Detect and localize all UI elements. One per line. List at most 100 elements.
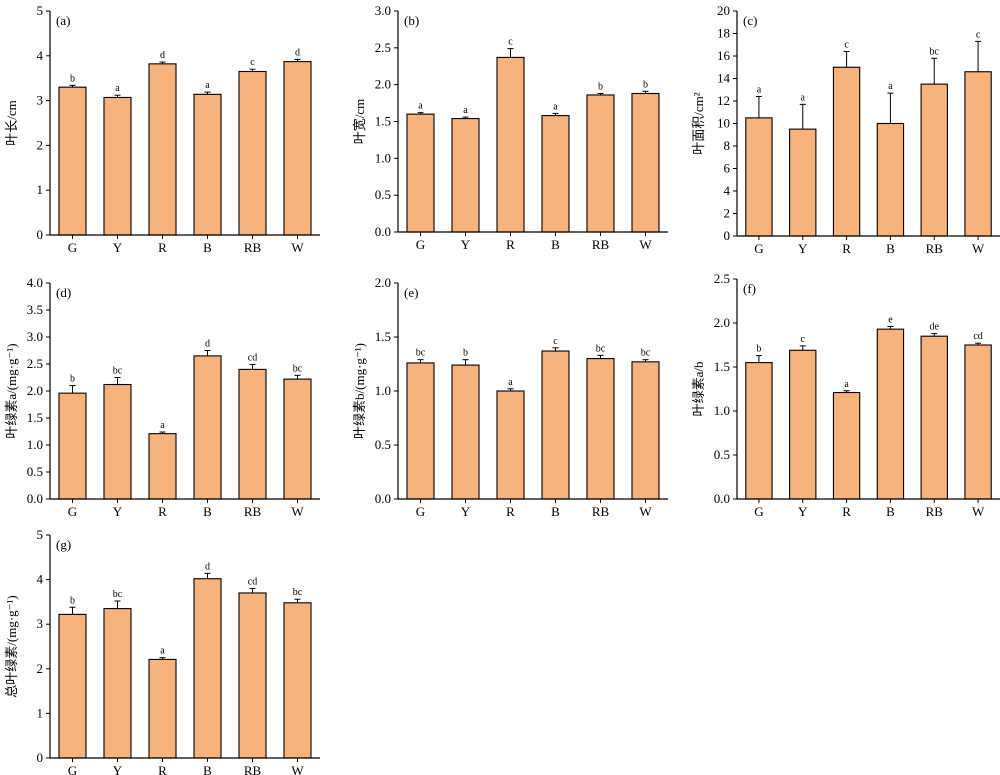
chart-1-category-label-b: B [203,240,212,255]
chart-3-significance-w: c [976,29,981,40]
chart-3-ytick-label-10: 20 [717,3,730,18]
chart-1-ytick-label-4: 4 [37,48,44,63]
chart-1-panel: b Ga Yd Ra Bc RB d W 0 1 2 3 4 5 (a) 叶长/cm [4,3,320,255]
chart-7-significance-r: a [160,646,165,657]
chart-5-bar-r [496,390,525,500]
chart-5-ytick-label-4: 2.0 [375,275,391,290]
chart-2-ytick-label-6: 3.0 [375,3,391,18]
chart-3-ytick-label-8: 16 [717,48,731,63]
chart-3-bar-w [964,71,992,237]
chart-4-bar-b [193,355,222,500]
chart-6-category-label-b: B [886,504,895,519]
chart-4-category-label-w: W [291,504,304,519]
chart-4-ytick-label-3: 1.5 [27,410,43,425]
chart-2-bar-b [541,115,570,233]
chart-7-y-axis-label: 总叶绿素/(mg·g⁻¹) [4,595,19,697]
chart-7-ytick-label-2: 2 [37,661,44,676]
chart-4-bar-w [283,378,312,500]
chart-3-bar-b [876,122,905,237]
chart-7-bar-y [103,608,132,759]
chart-5-bar-y [451,364,480,500]
chart-1-bar-y [103,96,132,236]
chart-5-significance-rb: bc [596,343,606,354]
chart-6-bar-g [745,362,773,500]
chart-5-bar-g [406,362,435,500]
chart-7-category-label-rb: RB [244,763,262,775]
chart-7-significance-b: d [205,561,210,572]
chart-3-bar-rb [920,83,948,237]
chart-7-bar-w [283,602,312,759]
chart-2-bar-g [406,113,435,233]
chart-2-bar-r [496,56,525,233]
chart-3-ytick-label-5: 10 [717,116,730,131]
chart-6-category-label-y: Y [798,504,808,519]
chart-2-category-label-r: R [506,237,515,252]
chart-4-panel: b Gbc Ya Rd Bcd RB bc W 0.0 0.5 1.0 1.5 2.0 2.5 3.0 3.5… [4,275,320,519]
chart-3-category-label-g: G [754,241,763,256]
chart-4-bar-g [58,392,87,500]
chart-6-category-label-w: W [972,504,985,519]
chart-5-significance-r: a [508,377,513,388]
chart-7-bar-r [148,658,177,759]
chart-3-panel: a Ga Yc Ra Bbc RB c W 0 2 4 6 8 10 12 14 16 18 20 (c) 叶面积/cm… [691,3,1000,256]
chart-6-y-axis-label: 叶绿素a/b [691,362,706,417]
chart-6-ytick-label-5: 2.5 [714,271,730,286]
chart-5-category-label-rb: RB [592,504,610,519]
chart-5-bar-w [631,361,660,500]
chart-1-significance-w: d [295,47,300,58]
chart-5-category-label-b: B [551,504,560,519]
chart-5-ytick-label-2: 1.0 [375,383,391,398]
chart-4-panel-label: (d) [56,285,71,300]
chart-3-significance-rb: bc [930,46,940,57]
chart-2-ytick-label-5: 2.5 [375,40,391,55]
chart-4-ytick-label-7: 3.5 [27,302,43,317]
chart-1-y-axis-label: 叶长/cm [4,100,19,146]
chart-3-y-axis-label: 叶面积/cm² [691,92,706,154]
chart-7-ytick-label-1: 1 [37,705,44,720]
chart-1-significance-y: a [115,83,120,94]
chart-1-significance-r: d [160,50,165,61]
chart-5-category-label-g: G [416,504,425,519]
chart-1-category-label-r: R [158,240,167,255]
chart-2-y-axis-label: 叶宽/cm [352,99,367,145]
chart-4-ytick-label-8: 4.0 [27,275,43,290]
chart-5-y-axis-label: 叶绿素b/(mg·g⁻¹) [352,343,367,439]
chart-2-significance-rb: b [598,82,603,93]
chart-3-ytick-label-9: 18 [717,26,730,41]
chart-3-bar-g [745,117,773,237]
chart-4-significance-r: a [160,420,165,431]
chart-3-ytick-label-0: 0 [724,228,731,243]
chart-6-bar-w [964,344,992,500]
chart-3-significance-r: c [844,40,849,51]
chart-5-ytick-label-3: 1.5 [375,329,391,344]
chart-3-significance-y: a [801,92,806,103]
chart-3-bar-r [832,66,861,237]
chart-6-category-label-r: R [842,504,851,519]
chart-3-ytick-label-3: 6 [724,161,731,176]
chart-7-category-label-r: R [158,763,167,775]
chart-3-category-label-w: W [972,241,985,256]
chart-1-bar-rb [238,70,267,236]
chart-7-category-label-g: G [68,763,77,775]
chart-2-bar-rb [586,94,615,233]
chart-7-category-label-w: W [291,763,304,775]
chart-2-significance-r: c [508,37,513,48]
chart-6-significance-r: a [844,379,849,390]
chart-1-panel-label: (a) [56,13,70,28]
chart-6-significance-w: cd [973,331,982,342]
chart-4-ytick-label-6: 3.0 [27,329,43,344]
chart-1-category-label-g: G [68,240,77,255]
chart-1-ytick-label-3: 3 [37,93,44,108]
chart-3-category-label-r: R [842,241,851,256]
chart-5-panel: bc Gb Ya Rc Bbc RB bc W 0.0 0.5 1.0 1.5 2.0 (e) 叶绿素b/(… [352,275,668,519]
chart-3-significance-g: a [757,85,762,96]
chart-3-ytick-label-4: 8 [724,138,731,153]
chart-5-significance-w: bc [641,348,651,359]
chart-7-panel-label: (g) [56,537,71,552]
chart-6-bar-r [832,391,861,500]
chart-1-ytick-label-0: 0 [37,227,44,242]
chart-4-ytick-label-4: 2.0 [27,383,43,398]
chart-4-ytick-label-2: 1.0 [27,437,43,452]
chart-6-significance-b: e [888,315,893,326]
